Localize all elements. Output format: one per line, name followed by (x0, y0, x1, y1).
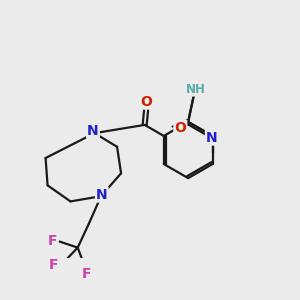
Text: N: N (206, 130, 218, 145)
Text: F: F (49, 258, 58, 272)
Text: N: N (96, 188, 108, 202)
Text: O: O (140, 94, 152, 109)
Text: NH: NH (186, 83, 206, 96)
Text: F: F (48, 234, 57, 248)
Text: N: N (87, 124, 99, 138)
Text: F: F (82, 267, 92, 281)
Text: O: O (174, 121, 186, 135)
